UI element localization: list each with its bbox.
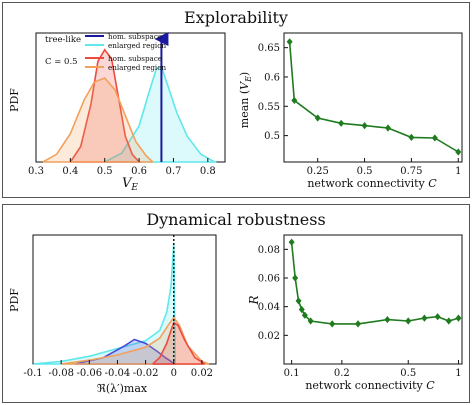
robustness-R-x-tick-label: 0.1: [284, 368, 300, 379]
explorability-mean-x-tick-label: 1: [455, 166, 461, 177]
robustness-R-y-label: R: [247, 295, 261, 305]
robustness-density-x-tick-label: -0.08: [48, 368, 74, 379]
explorability-density-x-tick-label: 0.4: [62, 166, 78, 177]
explorability-mean-point: [408, 133, 415, 141]
robustness-R-point: [292, 274, 299, 282]
robustness-panel: Dynamical robustness: [2, 204, 470, 403]
robustness-R-point: [298, 305, 305, 314]
robustness-R-series-line: [290, 242, 459, 325]
robustness-R-x-label: network connectivity C: [305, 379, 435, 392]
explorability-mean-plot-frame: [283, 32, 463, 163]
robustness-title: Dynamical robustness: [146, 210, 326, 229]
robustness-R-point: [384, 315, 391, 324]
explorability-mean-x-label: network connectivity C: [307, 177, 437, 190]
explorability-mean-point: [361, 122, 368, 130]
legend-tree-hom-label: hom. subspace: [108, 32, 162, 41]
explorability-density-series-3: [42, 77, 154, 163]
explorability-mean-y-tick-label: 0.65: [258, 43, 280, 54]
robustness-R-point: [421, 314, 428, 322]
robustness-density-series-3: [152, 321, 206, 365]
explorability-panel: Explorability: [2, 2, 470, 198]
explorability-y-label: PDF: [8, 88, 21, 112]
robustness-density-x-tick-label: -0.04: [105, 368, 131, 379]
explorability-density-x-tick-label: 0.8: [200, 166, 216, 177]
robustness-y-label: PDF: [8, 288, 21, 312]
robustness-R-y-tick-label: 0.08: [258, 245, 280, 256]
robustness-R-y-tick-label: 0.04: [258, 302, 280, 313]
legend-tree-enlarged-label: enlarged region: [108, 41, 167, 50]
robustness-density-x-tick-label: -0.02: [133, 368, 159, 379]
robustness-density-x-tick-label: -0.1: [23, 368, 42, 379]
robustness-density-x-tick-label: 0: [171, 368, 177, 379]
robustness-R-plot-frame: [283, 234, 463, 365]
explorability-mean-x-tick-label: 0.75: [400, 166, 422, 177]
explorability-mean-y-tick-label: 0.55: [258, 102, 280, 113]
robustness-R-point: [434, 313, 441, 321]
robustness-R-point: [355, 320, 362, 328]
explorability-mean-x-tick-label: 0.25: [307, 166, 329, 177]
robustness-R-y-tick-label: 0.02: [258, 331, 280, 342]
explorability-mean-point: [291, 96, 298, 105]
explorability-density-x-tick-label: 0.5: [97, 166, 113, 177]
robustness-density-x-tick-label: 0.02: [191, 368, 213, 379]
explorability-mean-y-tick-label: 0.6: [264, 72, 280, 83]
explorability-mean-x-tick-label: 0.5: [357, 166, 373, 177]
explorability-mean-y-tick-label: 0.5: [264, 131, 280, 142]
explorability-mean-y-label: mean (VE): [238, 72, 253, 128]
explorability-density-x-tick-label: 0.7: [166, 166, 182, 177]
explorability-mean-point: [431, 134, 438, 142]
robustness-R-point: [445, 317, 452, 325]
explorability-density-x-tick-label: 0.3: [28, 166, 44, 177]
robustness-R-point: [295, 297, 302, 305]
robustness-R-point: [455, 314, 462, 322]
explorability-mean-point: [286, 38, 293, 46]
robustness-density-plot-frame: [32, 234, 217, 365]
legend-c05-hom-label: hom. subspace: [108, 54, 162, 63]
explorability-mean-point: [314, 114, 321, 122]
legend-c05-label: C = 0.5: [45, 57, 78, 67]
robustness-R-x-tick-label: 0.2: [334, 368, 350, 379]
explorability-mean-point: [455, 148, 462, 156]
explorability-density-series-1: [104, 65, 218, 163]
robustness-density-x-tick-label: -0.06: [76, 368, 102, 379]
explorability-title: Explorability: [184, 8, 288, 27]
robustness-R-x-tick-label: 0.5: [400, 368, 416, 379]
robustness-x-label: ℜ(λ′)max: [97, 382, 148, 395]
robustness-R-point: [288, 238, 295, 246]
robustness-R-point: [329, 320, 336, 328]
robustness-R-point: [405, 317, 412, 325]
explorability-mean-series-line: [288, 41, 459, 153]
legend-c05-enlarged-label: enlarged region: [108, 63, 167, 72]
explorability-mean-point: [338, 119, 345, 127]
robustness-R-point: [307, 317, 314, 325]
explorability-x-label: VE: [122, 176, 138, 193]
explorability-density-x-tick-label: 0.6: [131, 166, 147, 177]
explorability-mean-point: [384, 124, 391, 132]
legend-tree-like-label: tree-like: [45, 35, 81, 45]
robustness-R-point: [301, 311, 308, 319]
robustness-R-y-tick-label: 0.06: [258, 274, 280, 285]
robustness-R-x-tick-label: 1: [455, 368, 461, 379]
